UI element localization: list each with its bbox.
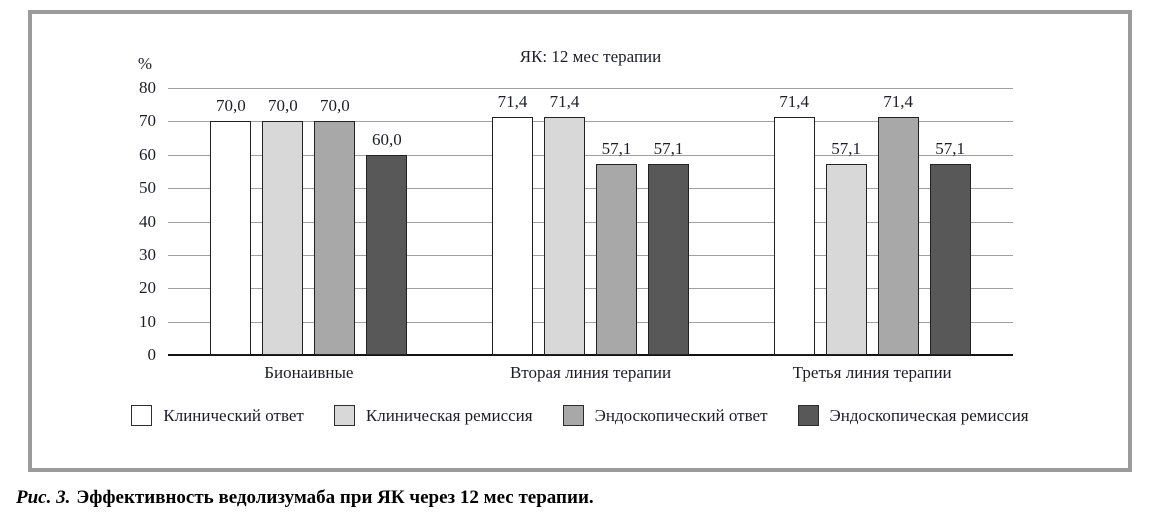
- category-axis: Бионаивные Вторая линия терапии Третья лин…: [168, 363, 1013, 387]
- gridline: [168, 154, 1013, 156]
- y-tick-label: 60: [139, 144, 156, 164]
- bar: [648, 164, 689, 355]
- y-tick-label: 0: [147, 345, 157, 364]
- legend-item: Клиническая ремиссия: [333, 405, 533, 426]
- gridline: [168, 321, 1013, 323]
- gridline: [168, 254, 1013, 256]
- legend-swatch: [131, 405, 153, 426]
- bar: [366, 154, 408, 355]
- figure-caption: Рис. 3. Эффективность ведолизумаба при ЯК…: [16, 487, 594, 509]
- legend-label: Эндоскопический ответ: [594, 405, 768, 425]
- gridline: [168, 288, 1013, 290]
- legend-swatch: [333, 405, 355, 426]
- legend-item: Клинический ответ: [131, 405, 304, 426]
- bar: [262, 121, 304, 355]
- legend-label: Эндоскопическая ремиссия: [829, 405, 1029, 425]
- bar-value-label: 60,0: [371, 129, 402, 149]
- legend-swatch: [797, 405, 819, 426]
- bar-value-label: 57,1: [601, 139, 632, 159]
- legend: Клинический ответ Клиническая ремиссия Энд…: [28, 405, 1132, 426]
- bar-value-label: 70,0: [215, 96, 246, 116]
- y-axis-unit-label: %: [137, 54, 152, 73]
- bar-value-label: 57,1: [935, 139, 966, 159]
- y-tick-label: 70: [139, 111, 156, 131]
- bar-value-label: 71,4: [883, 91, 914, 111]
- bar: [596, 164, 637, 355]
- bar: [210, 121, 252, 355]
- gridline: [168, 88, 1013, 89]
- legend-item: Эндоскопическая ремиссия: [797, 405, 1029, 426]
- legend-item: Эндоскопический ответ: [562, 405, 768, 426]
- caption-figure-number: Рис. 3.: [16, 487, 71, 508]
- legend-swatch: [562, 405, 584, 426]
- bar: [877, 116, 919, 355]
- bar-value-label: 70,0: [319, 96, 350, 116]
- bar: [773, 116, 815, 355]
- category-label: Третья линия терапии: [792, 363, 952, 382]
- category-label: Вторая линия терапии: [509, 363, 672, 382]
- y-tick-label: 30: [139, 244, 156, 264]
- y-tick-label: 50: [139, 178, 156, 198]
- category-label: Бионаивные: [264, 363, 354, 382]
- y-tick-label: 80: [139, 78, 156, 97]
- y-tick-label: 20: [139, 278, 156, 298]
- y-tick-label: 10: [139, 311, 156, 331]
- bar: [492, 116, 533, 355]
- bar: [825, 164, 867, 355]
- gridline: [168, 121, 1013, 123]
- bar: [929, 164, 971, 355]
- bar-value-label: 57,1: [653, 139, 684, 159]
- legend-label: Клиническая ремиссия: [365, 405, 533, 425]
- bar-value-label: 71,4: [779, 91, 810, 111]
- bar-value-label: 71,4: [549, 91, 580, 111]
- chart-title: ЯК: 12 мес терапии: [519, 47, 662, 66]
- bar: [314, 121, 356, 355]
- x-axis-line: [168, 354, 1013, 356]
- bar-value-label: 57,1: [831, 139, 862, 159]
- gridline: [168, 221, 1013, 223]
- caption-text: Эффективность ведолизумаба при ЯК через …: [76, 487, 594, 508]
- bar-value-label: 70,0: [267, 96, 298, 116]
- plot-area: 0 10 20 30 40 50 60 70 80 70,0 70,0 70,0 60,0 71,4 71,…: [139, 78, 1013, 364]
- y-tick-label: 40: [139, 211, 156, 231]
- gridline: [168, 188, 1013, 190]
- legend-label: Клинический ответ: [163, 405, 304, 425]
- bar-value-label: 71,4: [497, 91, 528, 111]
- bar: [544, 116, 585, 355]
